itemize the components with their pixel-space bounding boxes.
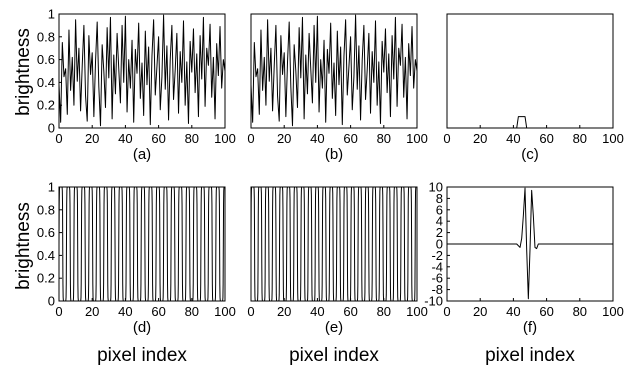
x-tick-label: 60 <box>343 131 357 146</box>
y-tick-label: 0.6 <box>37 52 55 67</box>
panel-label: (c) <box>521 146 539 163</box>
chart-panel-c: 0 20 40 60 80 100 (c) <box>443 13 624 163</box>
x-tick-label: 80 <box>377 131 391 146</box>
x-tick-label: 0 <box>55 131 62 146</box>
y-tick-label: 10 <box>429 180 443 195</box>
y-tick-label: 0.4 <box>37 75 55 90</box>
y-tick-label: 0.8 <box>37 29 55 44</box>
x-tick-label: 100 <box>214 131 236 146</box>
x-tick-label: 60 <box>539 131 553 146</box>
x-tick-label: 20 <box>473 131 487 146</box>
x-tick-label: 40 <box>118 131 132 146</box>
plot-frame <box>446 13 614 129</box>
series-line-f <box>447 187 613 300</box>
x-tick-label: 60 <box>539 304 553 319</box>
x-tick-label: 20 <box>277 131 291 146</box>
y-tick-label: 4 <box>436 214 443 229</box>
y-tick-label: 2 <box>436 225 443 240</box>
y-axis-title-bottom: brightness <box>13 202 34 290</box>
x-tick-label: 0 <box>443 304 450 319</box>
y-tick-label: -8 <box>431 282 443 297</box>
x-tick-label: 40 <box>506 131 520 146</box>
y-tick-label: 0.4 <box>37 248 55 263</box>
x-tick-label: 20 <box>85 304 99 319</box>
x-tick-label: 0 <box>55 304 62 319</box>
x-axis-title: pixel index <box>97 345 187 366</box>
y-tick-label: -4 <box>431 259 443 274</box>
panel-label: (a) <box>133 146 151 163</box>
x-tick-label: 80 <box>573 131 587 146</box>
chart-panel-e: 0 20 40 60 80 100 (e) pixel index <box>247 186 428 366</box>
y-tick-label: 0.6 <box>37 225 55 240</box>
y-tick-label: 0.2 <box>37 271 55 286</box>
y-tick-label: 6 <box>436 202 443 217</box>
x-tick-label: 100 <box>406 131 428 146</box>
x-tick-label: 80 <box>185 304 199 319</box>
y-tick-label: -10 <box>424 294 443 309</box>
x-tick-label: 40 <box>310 131 324 146</box>
x-tick-label: 100 <box>406 304 428 319</box>
chart-panel-d: 0 20 40 60 80 100 0 0.2 0.4 0.6 0.8 1 (d) pixel index <box>37 180 236 367</box>
y-tick-label: 1 <box>48 180 55 195</box>
y-tick-label: -2 <box>431 248 443 263</box>
y-tick-label: 0 <box>436 237 443 252</box>
chart-panel-a: 0 20 40 60 80 100 0 0.2 0.4 0.6 0.8 1 (a) <box>37 7 236 164</box>
y-tick-label: 0 <box>48 121 55 136</box>
x-tick-label: 40 <box>506 304 520 319</box>
x-axis-title: pixel index <box>289 345 379 366</box>
x-tick-label: 40 <box>118 304 132 319</box>
series-line-e <box>250 186 418 302</box>
x-tick-label: 0 <box>443 131 450 146</box>
y-tick-label: 1 <box>48 7 55 22</box>
y-tick-label: 0 <box>48 294 55 309</box>
panel-label: (b) <box>325 146 343 163</box>
y-tick-label: 8 <box>436 191 443 206</box>
x-tick-label: 60 <box>343 304 357 319</box>
panel-label: (e) <box>325 319 343 336</box>
x-tick-label: 60 <box>151 131 165 146</box>
chart-panel-b: 0 20 40 60 80 100 (b) <box>247 13 428 163</box>
panel-label: (d) <box>133 319 151 336</box>
y-axis-title-top: brightness <box>13 28 34 116</box>
series-line-a <box>58 14 226 127</box>
x-tick-label: 20 <box>85 131 99 146</box>
y-tick-label: -6 <box>431 271 443 286</box>
x-tick-label: 100 <box>602 131 624 146</box>
x-tick-label: 80 <box>573 304 587 319</box>
y-tick-label: 0.2 <box>37 98 55 113</box>
x-tick-label: 60 <box>151 304 165 319</box>
x-tick-label: 40 <box>310 304 324 319</box>
x-tick-label: 20 <box>473 304 487 319</box>
x-tick-label: 20 <box>277 304 291 319</box>
panel-label: (f) <box>523 319 537 336</box>
x-tick-label: 100 <box>602 304 624 319</box>
x-tick-label: 80 <box>377 304 391 319</box>
x-tick-label: 0 <box>247 304 254 319</box>
x-tick-label: 100 <box>214 304 236 319</box>
x-tick-label: 80 <box>185 131 199 146</box>
x-axis-title: pixel index <box>485 345 575 366</box>
y-tick-label: 0.8 <box>37 202 55 217</box>
series-line-d <box>58 186 226 302</box>
x-tick-label: 0 <box>247 131 254 146</box>
series-line-b <box>250 14 418 127</box>
series-line-c <box>447 116 613 129</box>
plot-frame <box>58 186 226 302</box>
